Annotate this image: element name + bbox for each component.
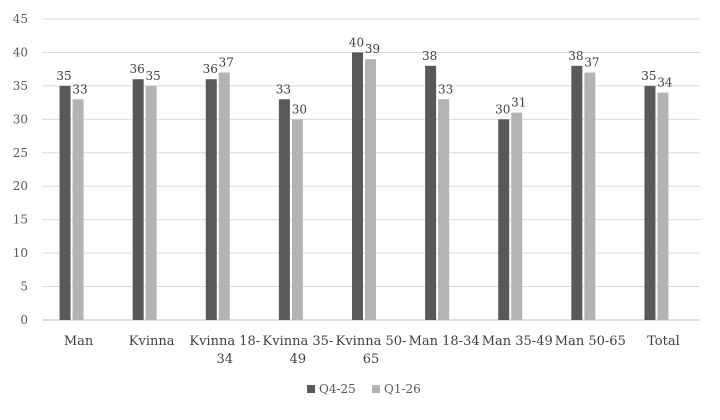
data-label: 33 xyxy=(72,82,87,96)
bar-q1-26 xyxy=(511,112,523,321)
legend-label: Q1-26 xyxy=(384,382,421,396)
data-label: 37 xyxy=(584,56,599,70)
data-label: 38 xyxy=(568,49,583,63)
data-label: 39 xyxy=(365,42,380,56)
data-label: 33 xyxy=(438,82,453,96)
bar-q4-25 xyxy=(59,85,71,320)
data-label: 30 xyxy=(292,102,307,116)
bar-q4-25 xyxy=(205,79,217,320)
y-tick-label: 20 xyxy=(13,179,28,193)
legend-swatch xyxy=(372,385,380,393)
x-tick-label: Man 35-49 xyxy=(482,334,553,349)
data-label: 30 xyxy=(495,102,510,116)
y-tick-label: 25 xyxy=(13,146,28,160)
data-label: 35 xyxy=(56,69,71,83)
bar-q4-25 xyxy=(571,65,583,320)
y-tick-label: 45 xyxy=(13,12,28,26)
y-tick-label: 40 xyxy=(13,45,28,59)
x-tick-label: Kvinna 18-34 xyxy=(189,334,260,367)
bar-q4-25 xyxy=(278,99,290,321)
data-label: 40 xyxy=(349,35,364,49)
bar-q1-26 xyxy=(438,99,450,321)
y-tick-label: 5 xyxy=(20,280,28,294)
bar-q1-26 xyxy=(291,119,303,320)
x-tick-label: Man 50-65 xyxy=(555,334,626,349)
x-tick-label: Man xyxy=(64,334,94,349)
x-tick-label: Kvinna xyxy=(129,334,175,349)
bar-q4-25 xyxy=(352,52,363,320)
x-tick-label: Kvinna 35-49 xyxy=(262,334,333,367)
data-label: 33 xyxy=(276,82,291,96)
bar-q1-26 xyxy=(72,99,84,321)
data-label: 34 xyxy=(657,76,673,90)
bars xyxy=(59,52,669,321)
data-label: 35 xyxy=(146,69,161,83)
legend-label: Q4-25 xyxy=(319,382,356,396)
legend-swatch xyxy=(307,385,315,393)
data-label: 35 xyxy=(641,69,656,83)
x-tick-label: Kvinna 50-65 xyxy=(336,334,407,367)
x-tick-label: Total xyxy=(647,334,680,349)
data-label: 36 xyxy=(203,62,218,76)
bar-q4-25 xyxy=(498,119,510,320)
data-label: 36 xyxy=(130,62,145,76)
bar-q4-25 xyxy=(425,65,437,320)
bar-q1-26 xyxy=(145,85,157,320)
data-label: 31 xyxy=(511,96,526,110)
bar-q1-26 xyxy=(218,72,230,320)
bar-q4-25 xyxy=(644,85,656,320)
y-tick-label: 10 xyxy=(13,246,28,260)
y-axis: 0 5 10 15 20 25 30 35 40 45 xyxy=(13,12,28,327)
bar-q1-26 xyxy=(584,72,596,320)
x-tick-label: Man 18-34 xyxy=(409,334,480,349)
bar-q1-26 xyxy=(657,92,669,320)
y-tick-label: 0 xyxy=(20,313,28,327)
y-tick-label: 35 xyxy=(13,79,28,93)
bar-q4-25 xyxy=(132,79,144,320)
y-tick-label: 15 xyxy=(13,213,28,227)
data-label: 38 xyxy=(422,49,437,63)
y-tick-label: 30 xyxy=(13,112,28,126)
legend: Q4-25 Q1-26 xyxy=(307,382,421,396)
bar-q1-26 xyxy=(365,59,376,321)
data-label: 37 xyxy=(219,56,234,70)
